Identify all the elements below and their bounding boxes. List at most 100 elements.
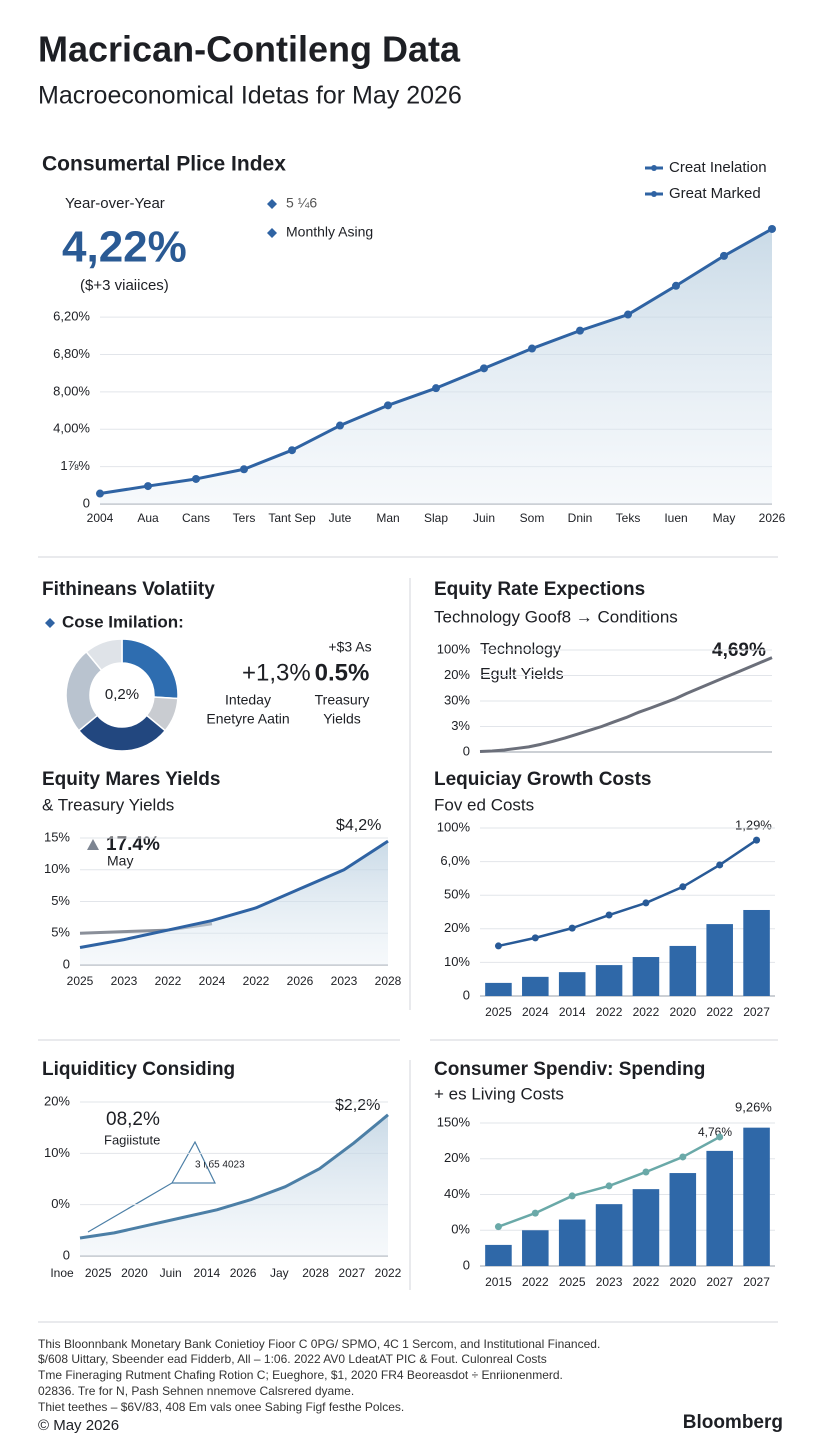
bullet-icon bbox=[267, 228, 277, 238]
bar bbox=[558, 972, 586, 996]
y-tick-label: 0 bbox=[463, 743, 470, 758]
line bbox=[79, 1113, 389, 1240]
x-tick-label: 2025 bbox=[485, 1005, 512, 1019]
point bbox=[672, 281, 680, 290]
x-tick-label: 2026 bbox=[230, 1266, 257, 1280]
x-tick-label: Cans bbox=[182, 511, 210, 525]
legend-label: Great Marked bbox=[669, 185, 761, 202]
annotation: Cose Imilation: bbox=[62, 612, 184, 631]
y-tick-label: 6,20% bbox=[53, 309, 90, 324]
x-tick-label: Inoe bbox=[50, 1266, 74, 1280]
x-tick-label: 2014 bbox=[559, 1005, 586, 1019]
y-tick-label: 40% bbox=[444, 1186, 470, 1201]
annotation: Yields bbox=[323, 711, 361, 727]
x-tick-label: Jay bbox=[270, 1266, 289, 1280]
x-tick-label: Man bbox=[376, 511, 399, 525]
line bbox=[498, 839, 758, 948]
x-tick-label: 2022 bbox=[633, 1005, 660, 1019]
annotation: 9,26% bbox=[735, 1099, 772, 1114]
point bbox=[480, 364, 488, 373]
bar bbox=[558, 1219, 586, 1266]
x-tick-label: Slap bbox=[424, 511, 448, 525]
bar bbox=[706, 924, 733, 996]
bar bbox=[595, 1204, 623, 1266]
point bbox=[568, 1192, 576, 1200]
point bbox=[531, 1209, 539, 1217]
annotation: 5 ¼6 bbox=[286, 195, 317, 211]
point bbox=[384, 401, 392, 410]
page-subtitle: Macroeconomical Idetas for May 2026 bbox=[38, 82, 462, 110]
x-tick-label: 2014 bbox=[194, 1266, 221, 1280]
y-tick-label: 0 bbox=[463, 987, 470, 1002]
y-tick-label: 0 bbox=[63, 956, 70, 971]
point bbox=[96, 489, 104, 498]
point bbox=[336, 421, 344, 430]
x-tick-label: 2020 bbox=[121, 1266, 148, 1280]
bullet-icon bbox=[267, 199, 277, 209]
y-tick-label: 100% bbox=[437, 641, 471, 656]
page-title: Macrican-Contileng Data bbox=[38, 29, 461, 70]
y-tick-label: 6,80% bbox=[53, 346, 90, 361]
point bbox=[494, 942, 502, 950]
chart-subtitle: Technology Goof8 → Conditions bbox=[434, 607, 678, 626]
y-tick-label: 0% bbox=[451, 1222, 470, 1237]
bar bbox=[522, 1230, 549, 1266]
y-tick-label: 0 bbox=[83, 495, 90, 510]
y-tick-label: 20% bbox=[444, 1150, 470, 1165]
x-tick-label: Teks bbox=[616, 511, 641, 525]
area bbox=[100, 228, 772, 504]
brand: Bloomberg bbox=[683, 1412, 783, 1433]
point bbox=[528, 344, 536, 353]
point bbox=[624, 310, 632, 319]
y-tick-label: 100% bbox=[437, 819, 471, 834]
legend-label: Creat Inelation bbox=[669, 159, 767, 176]
x-tick-label: 2015 bbox=[485, 1275, 512, 1289]
chart-title: Equity Rate Expections bbox=[434, 579, 645, 600]
y-tick-label: 0% bbox=[51, 1196, 70, 1211]
x-tick-label: 2023 bbox=[596, 1275, 623, 1289]
legend-swatch bbox=[651, 165, 657, 171]
chart-title: Liquiditicy Considing bbox=[42, 1059, 235, 1080]
annotation: +$3 As bbox=[328, 639, 371, 655]
annotation: 4,69% bbox=[712, 640, 766, 661]
point bbox=[240, 465, 248, 474]
x-tick-label: 2022 bbox=[596, 1005, 623, 1019]
y-tick-label: 50% bbox=[444, 887, 470, 902]
x-tick-label: Juin bbox=[473, 511, 495, 525]
chart-subtitle: Fov ed Costs bbox=[434, 795, 534, 814]
point bbox=[768, 224, 776, 233]
bar bbox=[485, 982, 512, 996]
y-tick-label: 30% bbox=[444, 692, 470, 707]
annotation: Fagiistute bbox=[104, 1132, 160, 1147]
annotation: 3 ι,б5 4023 bbox=[195, 1159, 245, 1171]
annotation: 4,22% bbox=[62, 223, 187, 272]
triangle-icon bbox=[87, 839, 99, 850]
chart-title: Consumer Spendiv: Spending bbox=[434, 1059, 705, 1080]
y-tick-label: 10% bbox=[44, 1145, 70, 1160]
x-tick-label: Dnin bbox=[568, 511, 593, 525]
point bbox=[753, 836, 761, 844]
point bbox=[288, 446, 296, 455]
x-tick-label: 2022 bbox=[243, 974, 270, 988]
footer-line: 02836. Tre for N, Pash Sehnen nnemove Ca… bbox=[38, 1384, 354, 1398]
y-tick-label: 150% bbox=[437, 1114, 471, 1129]
x-tick-label: 2028 bbox=[375, 974, 402, 988]
y-tick-label: 4,00% bbox=[53, 421, 90, 436]
y-tick-label: 8,00% bbox=[53, 383, 90, 398]
y-tick-label: 20% bbox=[444, 920, 470, 935]
point bbox=[192, 474, 200, 483]
x-tick-label: 2024 bbox=[199, 974, 226, 988]
point bbox=[605, 1182, 613, 1190]
annotation: 17.4% bbox=[106, 834, 160, 855]
annotation: 4,76% bbox=[698, 1125, 732, 1139]
x-tick-label: 2026 bbox=[287, 974, 314, 988]
line bbox=[479, 656, 773, 753]
y-tick-label: 10% bbox=[44, 861, 70, 876]
y-tick-label: 15% bbox=[44, 829, 70, 844]
x-tick-label: May bbox=[713, 511, 736, 525]
annotation: Inteday bbox=[225, 692, 271, 708]
chart-title: Lequiciay Growth Costs bbox=[434, 769, 651, 790]
point bbox=[432, 384, 440, 393]
chart-subtitle: + es Living Costs bbox=[434, 1084, 564, 1103]
x-tick-label: Jute bbox=[329, 511, 352, 525]
